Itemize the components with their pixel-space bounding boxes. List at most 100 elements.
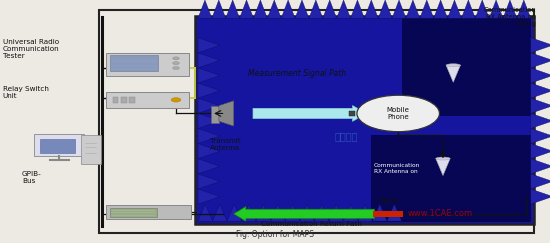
Polygon shape — [372, 204, 387, 221]
Polygon shape — [329, 204, 343, 221]
FancyBboxPatch shape — [106, 53, 189, 76]
Polygon shape — [378, 0, 392, 18]
Polygon shape — [531, 38, 550, 53]
Text: Fig. Option for MAPS: Fig. Option for MAPS — [236, 230, 314, 239]
FancyBboxPatch shape — [106, 92, 189, 108]
Polygon shape — [198, 83, 220, 98]
Circle shape — [357, 95, 439, 132]
Polygon shape — [358, 204, 372, 221]
Polygon shape — [517, 0, 531, 18]
FancyBboxPatch shape — [40, 139, 75, 153]
FancyBboxPatch shape — [195, 16, 534, 224]
Text: Relay Switch
Unit: Relay Switch Unit — [3, 86, 48, 99]
FancyArrow shape — [253, 105, 366, 121]
Polygon shape — [434, 0, 448, 18]
Text: Communication Return Path: Communication Return Path — [261, 221, 362, 226]
Polygon shape — [531, 159, 550, 174]
Text: Communication
RX Antenna on: Communication RX Antenna on — [374, 163, 420, 174]
Polygon shape — [254, 0, 267, 18]
Polygon shape — [198, 113, 220, 129]
FancyArrow shape — [234, 207, 375, 221]
Circle shape — [173, 57, 179, 60]
Text: Mobile
Phone: Mobile Phone — [387, 107, 410, 120]
Polygon shape — [226, 0, 240, 18]
Polygon shape — [531, 174, 550, 189]
Polygon shape — [531, 129, 550, 144]
Polygon shape — [420, 0, 434, 18]
Polygon shape — [531, 68, 550, 83]
Polygon shape — [503, 0, 517, 18]
Polygon shape — [267, 0, 281, 18]
FancyBboxPatch shape — [110, 208, 157, 217]
Ellipse shape — [436, 157, 450, 160]
Polygon shape — [285, 204, 300, 221]
Polygon shape — [531, 98, 550, 113]
FancyBboxPatch shape — [373, 211, 403, 217]
Polygon shape — [364, 0, 378, 18]
Polygon shape — [240, 0, 254, 18]
FancyBboxPatch shape — [106, 205, 191, 219]
Polygon shape — [337, 0, 350, 18]
Polygon shape — [212, 0, 225, 18]
Text: Communication
RX Antenna on
ceiling: Communication RX Antenna on ceiling — [483, 7, 536, 27]
Text: GPIB-
Bus: GPIB- Bus — [22, 171, 42, 184]
Polygon shape — [281, 0, 295, 18]
Polygon shape — [300, 204, 315, 221]
Polygon shape — [392, 0, 406, 18]
Polygon shape — [219, 101, 234, 126]
FancyBboxPatch shape — [121, 97, 126, 103]
FancyBboxPatch shape — [371, 135, 531, 222]
Polygon shape — [531, 83, 550, 98]
Polygon shape — [198, 129, 220, 144]
Circle shape — [173, 62, 179, 65]
Ellipse shape — [446, 64, 460, 67]
Polygon shape — [531, 189, 550, 204]
FancyBboxPatch shape — [110, 55, 158, 71]
Polygon shape — [489, 0, 503, 18]
Polygon shape — [343, 204, 358, 221]
Text: Measurement Signal Path: Measurement Signal Path — [248, 69, 346, 78]
Polygon shape — [198, 68, 220, 83]
Polygon shape — [323, 0, 337, 18]
Circle shape — [173, 67, 179, 69]
Polygon shape — [406, 0, 420, 18]
Polygon shape — [446, 65, 460, 82]
Polygon shape — [241, 204, 256, 221]
Polygon shape — [198, 174, 220, 189]
Polygon shape — [198, 0, 212, 18]
Polygon shape — [295, 0, 309, 18]
Text: Universal Radio
Communication
Tester: Universal Radio Communication Tester — [3, 39, 59, 59]
FancyBboxPatch shape — [113, 97, 118, 103]
Polygon shape — [271, 204, 285, 221]
Text: www.1CAE.com: www.1CAE.com — [408, 209, 472, 218]
Polygon shape — [531, 53, 550, 68]
FancyBboxPatch shape — [211, 106, 219, 123]
FancyBboxPatch shape — [402, 17, 531, 115]
Polygon shape — [309, 0, 323, 18]
Polygon shape — [198, 144, 220, 159]
FancyBboxPatch shape — [349, 111, 355, 116]
Polygon shape — [387, 204, 402, 221]
Polygon shape — [531, 113, 550, 129]
Polygon shape — [531, 144, 550, 159]
FancyBboxPatch shape — [34, 134, 84, 156]
Polygon shape — [436, 158, 450, 175]
Polygon shape — [256, 204, 271, 221]
Polygon shape — [198, 53, 220, 68]
Polygon shape — [198, 189, 220, 204]
Polygon shape — [198, 38, 220, 53]
Polygon shape — [198, 159, 220, 174]
Polygon shape — [461, 0, 475, 18]
FancyBboxPatch shape — [129, 97, 135, 103]
Polygon shape — [198, 98, 220, 113]
Polygon shape — [227, 204, 241, 221]
Polygon shape — [475, 0, 489, 18]
Polygon shape — [212, 204, 227, 221]
Polygon shape — [198, 204, 212, 221]
Circle shape — [171, 98, 181, 102]
Polygon shape — [315, 204, 329, 221]
Polygon shape — [448, 0, 461, 18]
Text: 仿真在線: 仿真在線 — [335, 131, 358, 141]
Polygon shape — [350, 0, 364, 18]
Text: Transmit
Antenna: Transmit Antenna — [210, 138, 241, 151]
